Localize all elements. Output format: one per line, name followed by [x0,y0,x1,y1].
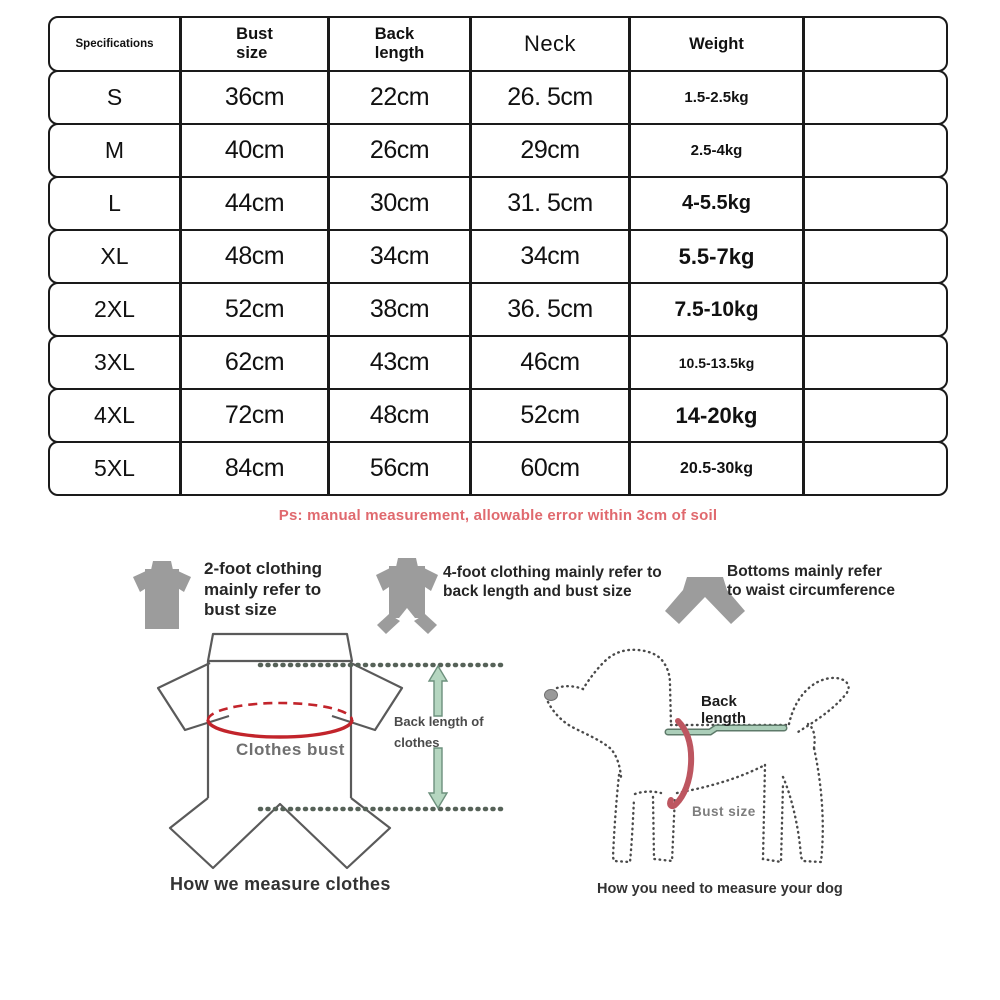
clothes-diagram-caption: How we measure clothes [170,874,391,894]
header-weight: Weight [631,18,805,70]
cell-bust: 52cm [182,284,330,335]
bottoms-icon [665,577,745,624]
cell-back: 34cm [330,231,472,282]
cell-size: XL [50,231,182,282]
table-header-row: Specifications Bust size Back length Nec… [48,16,948,72]
cell-weight: 2.5-4kg [631,125,805,176]
cell-size: 5XL [50,443,182,494]
cell-empty [805,231,946,282]
table-row: 2XL 52cm 38cm 36. 5cm 7.5-10kg [48,282,948,337]
cell-bust: 40cm [182,125,330,176]
cell-neck: 60cm [472,443,631,494]
size-table: Specifications Bust size Back length Nec… [48,16,948,496]
two-foot-clothing-icon [133,561,191,629]
cell-bust: 44cm [182,178,330,229]
cell-neck: 29cm [472,125,631,176]
cell-back: 43cm [330,337,472,388]
clothes-bust-label: Clothes bust [236,740,345,759]
table-body: S 36cm 22cm 26. 5cm 1.5-2.5kg M 40cm 26c… [48,70,948,496]
clothes-back-length-label: Back length of clothes [394,714,484,750]
cell-neck: 31. 5cm [472,178,631,229]
cell-bust: 48cm [182,231,330,282]
cell-neck: 46cm [472,337,631,388]
cell-weight: 20.5-30kg [631,443,805,494]
cell-back: 38cm [330,284,472,335]
table-row: M 40cm 26cm 29cm 2.5-4kg [48,123,948,178]
cell-neck: 26. 5cm [472,72,631,123]
table-row: XL 48cm 34cm 34cm 5.5-7kg [48,229,948,284]
legend-two-foot-text: 2-foot clothing mainly refer to bust siz… [204,559,323,620]
cell-back: 30cm [330,178,472,229]
table-row: 5XL 84cm 56cm 60cm 20.5-30kg [48,441,948,496]
clothes-measure-diagram [156,632,508,870]
table-row: 4XL 72cm 48cm 52cm 14-20kg [48,388,948,443]
cell-size: 4XL [50,390,182,441]
cell-bust: 72cm [182,390,330,441]
table-row: 3XL 62cm 43cm 46cm 10.5-13.5kg [48,335,948,390]
cell-weight: 14-20kg [631,390,805,441]
cell-empty [805,125,946,176]
cell-neck: 36. 5cm [472,284,631,335]
measurement-note: Ps: manual measurement, allowable error … [278,507,718,524]
cell-bust: 62cm [182,337,330,388]
four-foot-clothing-icon [376,558,438,634]
cell-back: 48cm [330,390,472,441]
cell-neck: 52cm [472,390,631,441]
dog-bust-label: Bust size [692,804,756,819]
cell-size: 3XL [50,337,182,388]
cell-empty [805,72,946,123]
legend-four-foot-text: 4-foot clothing mainly refer to back len… [443,564,662,600]
cell-neck: 34cm [472,231,631,282]
header-neck: Neck [472,18,631,70]
cell-weight: 10.5-13.5kg [631,337,805,388]
cell-empty [805,284,946,335]
cell-bust: 84cm [182,443,330,494]
dog-back-length-label: Back length [701,693,746,728]
header-bust-size: Bust size [182,18,330,70]
cell-empty [805,178,946,229]
cell-back: 22cm [330,72,472,123]
dog-diagram-caption: How you need to measure your dog [597,881,843,897]
cell-empty [805,390,946,441]
dog-measure-diagram [544,648,850,864]
table-row: L 44cm 30cm 31. 5cm 4-5.5kg [48,176,948,231]
legend-bottoms-text: Bottoms mainly refer to waist circumfere… [727,563,895,599]
cell-weight: 4-5.5kg [631,178,805,229]
header-back-length: Back length [330,18,472,70]
cell-weight: 5.5-7kg [631,231,805,282]
cell-weight: 1.5-2.5kg [631,72,805,123]
cell-empty [805,443,946,494]
cell-back: 56cm [330,443,472,494]
cell-weight: 7.5-10kg [631,284,805,335]
cell-size: S [50,72,182,123]
cell-empty [805,337,946,388]
table-row: S 36cm 22cm 26. 5cm 1.5-2.5kg [48,70,948,125]
cell-size: M [50,125,182,176]
cell-size: 2XL [50,284,182,335]
cell-bust: 36cm [182,72,330,123]
header-empty [805,18,946,70]
cell-back: 26cm [330,125,472,176]
cell-size: L [50,178,182,229]
header-specifications: Specifications [50,18,182,70]
